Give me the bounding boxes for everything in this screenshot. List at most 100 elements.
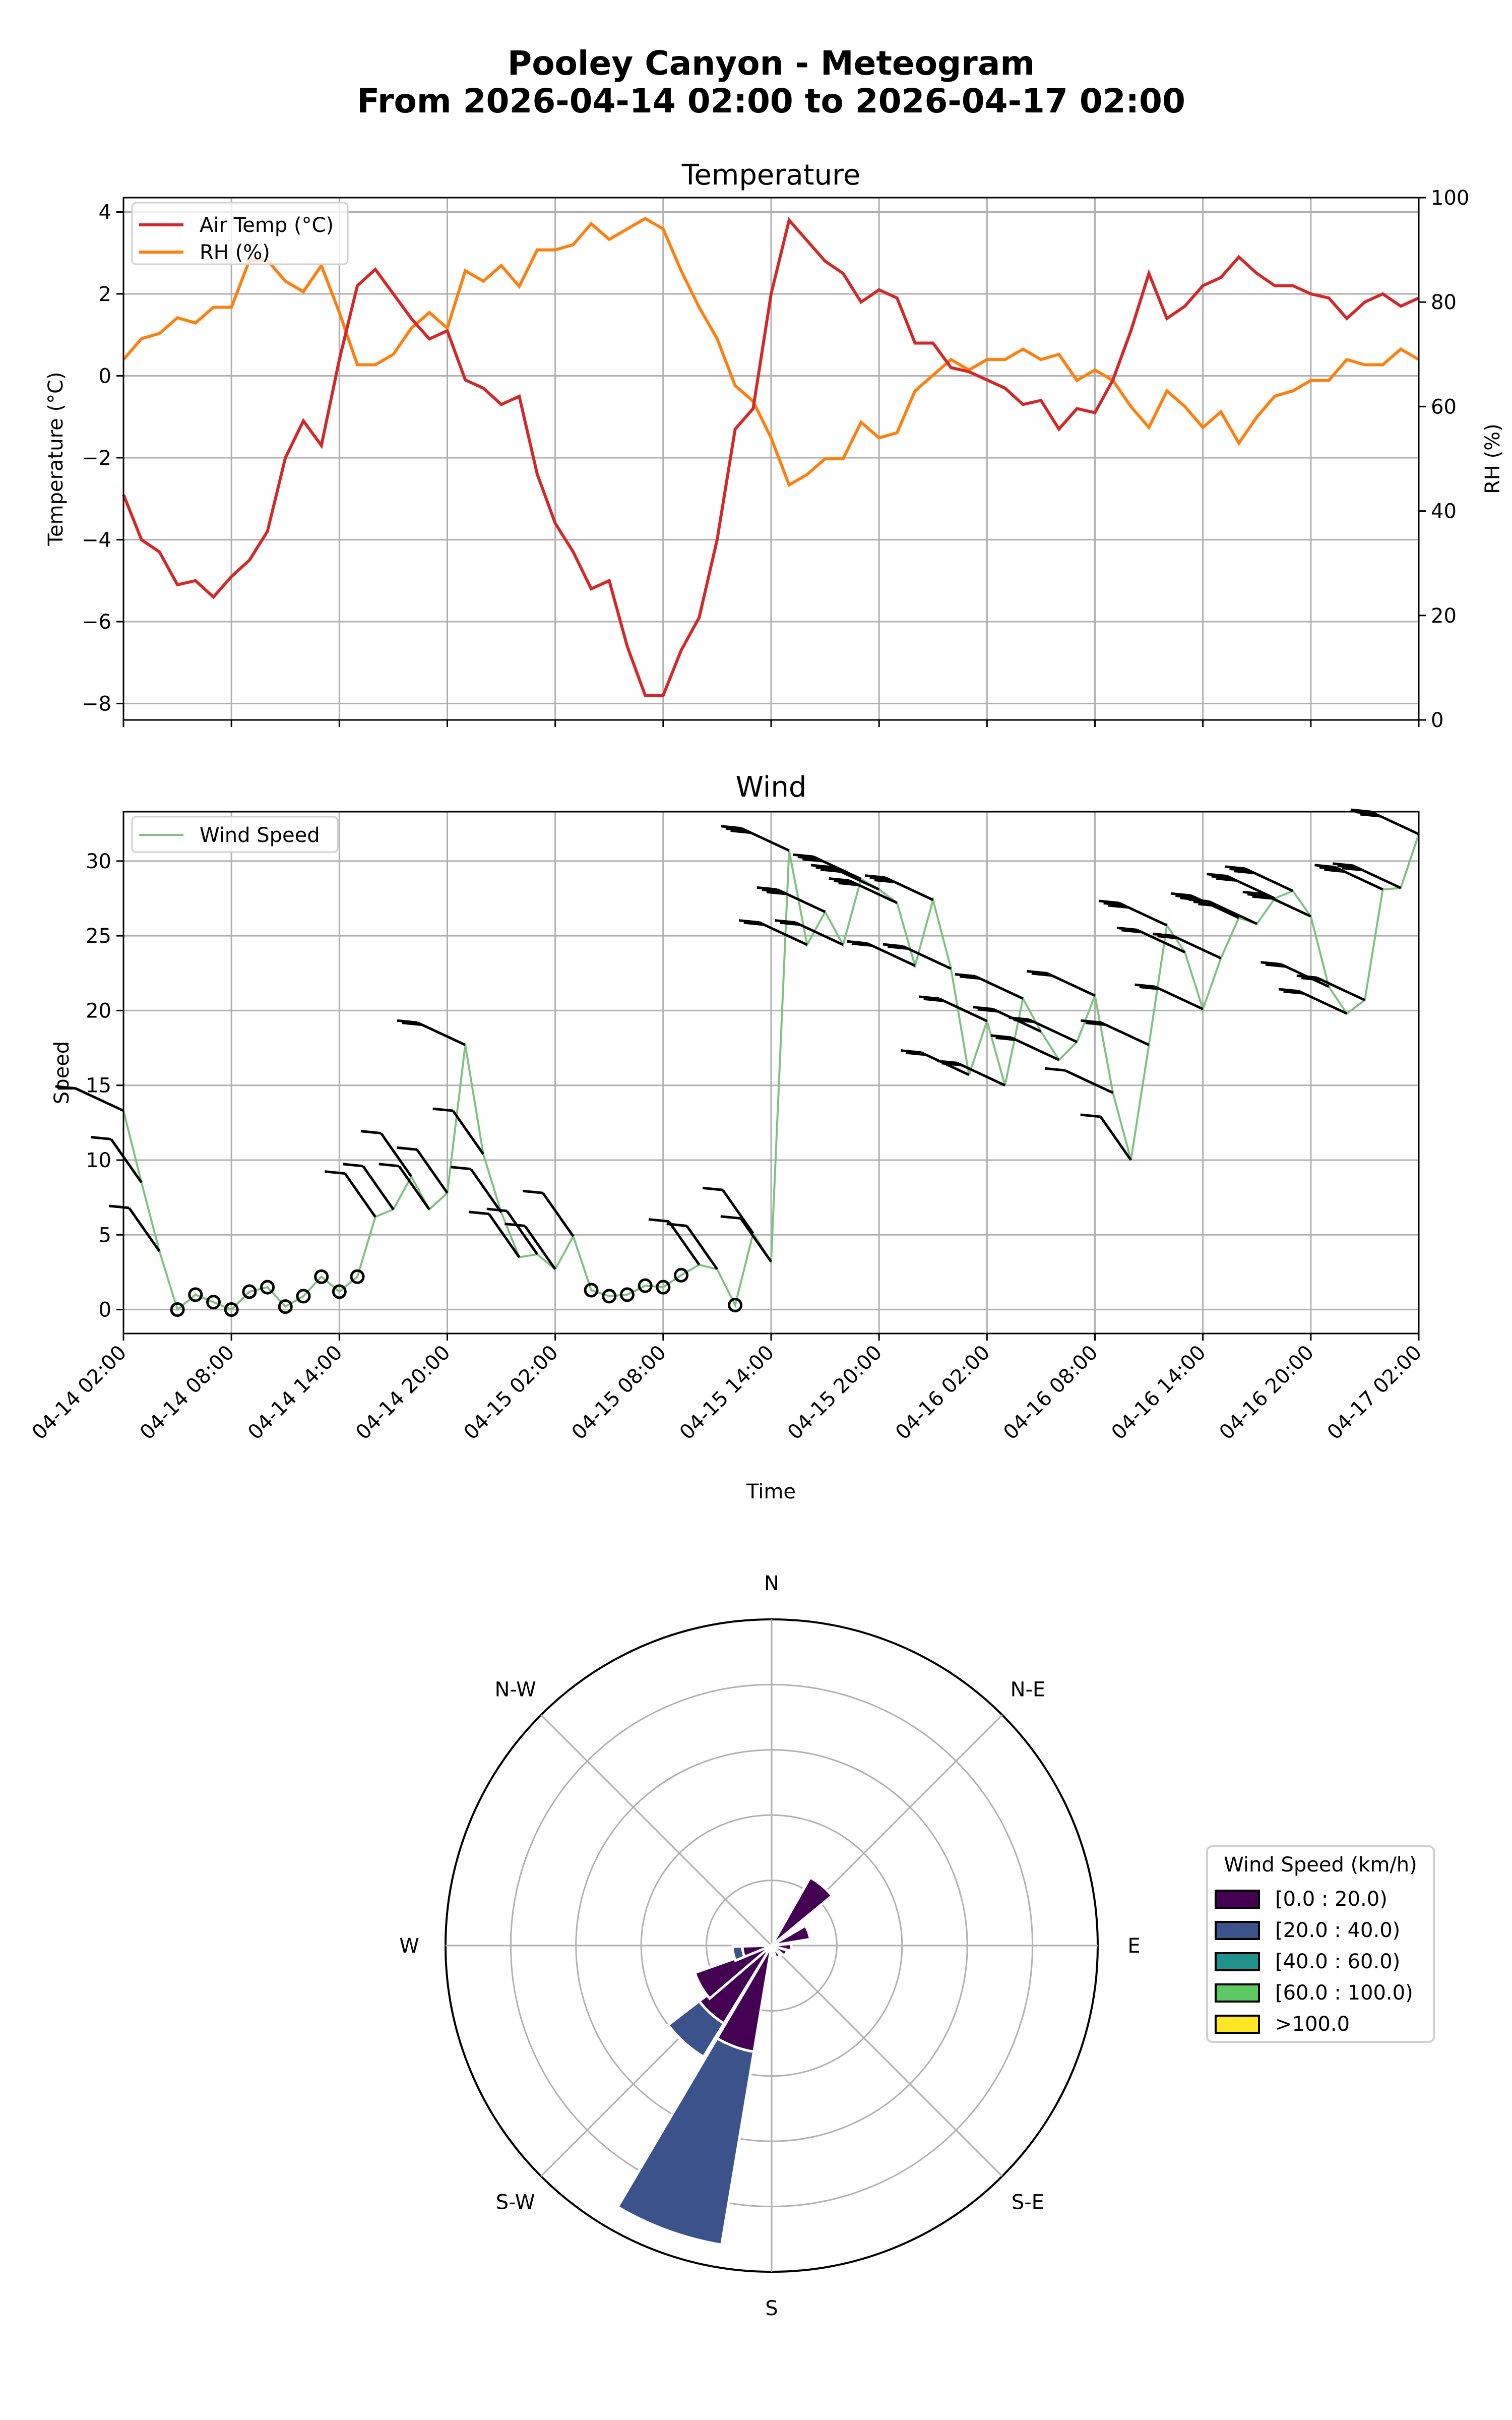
barb-feather bbox=[766, 890, 787, 895]
temperature-chart: Temperature −8−6−4−2024020406080100Tempe… bbox=[44, 159, 1504, 732]
barb-staff bbox=[974, 975, 1024, 1000]
legend-swatch bbox=[1215, 1890, 1260, 1909]
y-tick-label: −6 bbox=[82, 611, 111, 634]
wind-rose-legend: Wind Speed (km/h) [0.0 : 20.0) [20.0 : 40… bbox=[1206, 1845, 1435, 2043]
barb-feather bbox=[1211, 875, 1232, 880]
barb-feather bbox=[888, 945, 908, 950]
calm-circle bbox=[314, 1269, 329, 1284]
y-right-tick-label: 40 bbox=[1431, 500, 1457, 523]
calm-circle bbox=[224, 1302, 239, 1317]
x-tick-label: 04-14 20:00 bbox=[351, 1341, 455, 1444]
barb-feather bbox=[973, 1006, 993, 1011]
barb-feather bbox=[486, 1207, 507, 1213]
barb-staff bbox=[542, 1192, 575, 1237]
barb-staff bbox=[128, 1207, 161, 1252]
barb-feather bbox=[793, 853, 813, 858]
barb-staff bbox=[1298, 990, 1348, 1015]
wind-axes: 0 5 10 15 20 25 30 Speed bbox=[50, 811, 1420, 1335]
wind-rose-legend-title: Wind Speed (km/h) bbox=[1224, 1853, 1417, 1877]
barb-feather bbox=[1278, 988, 1299, 993]
barb-feather bbox=[1121, 929, 1142, 934]
x-tick-label: 04-15 08:00 bbox=[568, 1341, 671, 1444]
y-tick-label: 25 bbox=[86, 925, 111, 948]
barb-staff bbox=[739, 1218, 773, 1263]
barb-staff bbox=[1172, 934, 1222, 959]
barb-feather bbox=[820, 868, 841, 873]
barb-feather bbox=[1081, 1019, 1101, 1024]
barb-feather bbox=[990, 1034, 1012, 1039]
rh-axis-label: RH (%) bbox=[1481, 424, 1504, 494]
legend-label: [60.0 : 100.0) bbox=[1275, 1981, 1413, 2005]
barb-staff bbox=[1028, 1018, 1078, 1043]
barb-feather bbox=[1193, 900, 1214, 905]
wind-barbs bbox=[55, 808, 1420, 1317]
barb-staff bbox=[1154, 985, 1204, 1010]
barb-feather bbox=[738, 919, 760, 924]
barb-feather bbox=[91, 1135, 111, 1140]
barb-feather bbox=[505, 1222, 525, 1227]
barb-feather bbox=[1332, 862, 1353, 867]
y-tick-label: 10 bbox=[86, 1149, 111, 1172]
calm-circle bbox=[728, 1298, 743, 1313]
barb-staff bbox=[344, 1173, 376, 1218]
legend-label-air-temp: Air Temp (°C) bbox=[200, 214, 334, 237]
barb-feather bbox=[702, 1186, 723, 1191]
calm-circle bbox=[170, 1302, 185, 1317]
x-tick-label: 04-15 02:00 bbox=[460, 1341, 563, 1444]
temperature-grid bbox=[122, 198, 1420, 720]
barb-feather bbox=[108, 1204, 130, 1209]
y-tick-label: −2 bbox=[82, 447, 111, 470]
barb-staff bbox=[685, 1225, 718, 1270]
barb-feather bbox=[1139, 986, 1160, 991]
wind-chart-title: Wind bbox=[736, 771, 807, 804]
direction-label: N-E bbox=[1011, 1678, 1046, 1702]
barb-feather bbox=[883, 943, 904, 948]
rh-line bbox=[122, 216, 1420, 488]
barb-staff bbox=[488, 1213, 521, 1258]
barb-feather bbox=[1157, 935, 1178, 940]
air-temp-line bbox=[122, 217, 1420, 697]
barb-staff bbox=[470, 1168, 502, 1214]
barb-staff bbox=[1316, 977, 1365, 1001]
barb-feather bbox=[1342, 867, 1363, 872]
x-tick-label: 04-15 20:00 bbox=[783, 1341, 887, 1444]
rose-sector bbox=[771, 1944, 789, 1958]
barb-feather bbox=[1085, 1021, 1106, 1026]
barb-feather bbox=[397, 1146, 417, 1151]
barb-staff bbox=[380, 1132, 413, 1178]
barb-feather bbox=[829, 877, 849, 882]
temperature-series bbox=[122, 216, 1420, 697]
barb-staff bbox=[1099, 1116, 1132, 1161]
direction-label: N-W bbox=[494, 1678, 536, 1702]
rose-sector bbox=[770, 1876, 834, 1947]
barb-feather bbox=[1198, 902, 1219, 908]
barb-feather bbox=[1283, 990, 1304, 995]
wind-rose-direction-labels: N N-E E S-E S S-W W N-W bbox=[399, 1572, 1140, 2320]
temperature-legend: Air Temp (°C) RH (%) bbox=[131, 202, 349, 265]
barb-feather bbox=[342, 1163, 363, 1168]
barb-feather bbox=[55, 1085, 76, 1090]
barb-feather bbox=[1314, 864, 1335, 869]
time-axis-label: Time bbox=[746, 1480, 796, 1503]
barb-feather bbox=[833, 879, 854, 884]
barb-feather bbox=[810, 864, 832, 869]
y-tick-label: 0 bbox=[99, 365, 111, 388]
barb-feather bbox=[847, 940, 867, 945]
barb-feather bbox=[1252, 895, 1273, 900]
y-right-tick-label: 0 bbox=[1431, 709, 1443, 732]
barb-feather bbox=[1170, 892, 1191, 897]
barb-staff bbox=[452, 1110, 484, 1155]
time-axis-ticks: 04-14 02:00 04-14 08:00 04-14 14:00 04-14 2… bbox=[28, 1334, 1426, 1444]
barb-staff bbox=[110, 1138, 143, 1183]
barb-feather bbox=[1229, 867, 1250, 872]
calm-circle bbox=[332, 1284, 347, 1299]
barb-staff bbox=[506, 1210, 539, 1255]
barb-feather bbox=[1319, 866, 1340, 871]
wind-rose-chart: N N-E E S-E S S-W W N-W bbox=[399, 1572, 1140, 2320]
calm-circle bbox=[656, 1280, 671, 1295]
barb-feather bbox=[1242, 890, 1263, 895]
barb-feather bbox=[874, 878, 895, 883]
barb-staff bbox=[1010, 1036, 1060, 1061]
y-tick-label: 5 bbox=[99, 1224, 111, 1247]
